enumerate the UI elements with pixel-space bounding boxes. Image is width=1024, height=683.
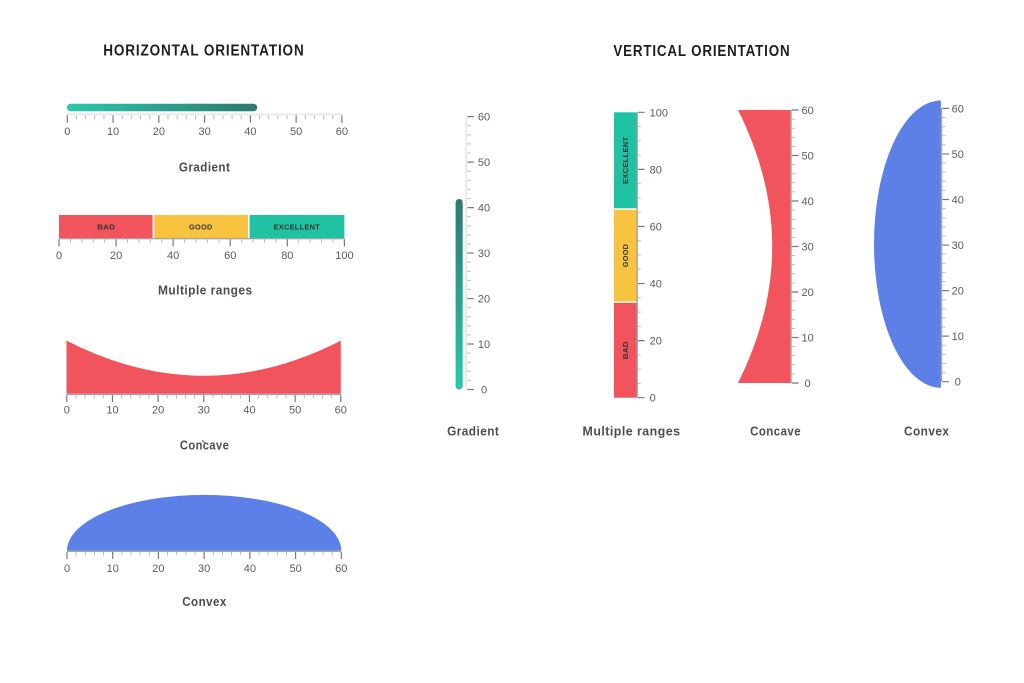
svg-text:60: 60 — [952, 103, 964, 115]
svg-text:80: 80 — [650, 164, 662, 176]
svg-text:60: 60 — [650, 221, 662, 233]
svg-text:20: 20 — [152, 404, 164, 416]
svg-text:40: 40 — [243, 404, 255, 416]
svg-text:30: 30 — [801, 241, 813, 253]
svg-text:Convex: Convex — [182, 594, 227, 609]
svg-text:0: 0 — [64, 404, 70, 416]
svg-text:60: 60 — [478, 112, 490, 124]
svg-text:0: 0 — [64, 126, 70, 138]
svg-text:Multiple ranges: Multiple ranges — [583, 423, 681, 438]
svg-text:GOOD: GOOD — [189, 222, 213, 231]
svg-text:Multiple ranges: Multiple ranges — [158, 282, 253, 297]
svg-text:10: 10 — [107, 126, 119, 138]
svg-text:20: 20 — [153, 126, 165, 138]
svg-text:BAD: BAD — [621, 341, 630, 359]
svg-text:50: 50 — [289, 404, 301, 416]
svg-text:40: 40 — [167, 250, 179, 262]
svg-text:60: 60 — [224, 250, 236, 262]
svg-text:20: 20 — [801, 287, 813, 299]
svg-text:60: 60 — [335, 404, 347, 416]
svg-text:0: 0 — [56, 250, 62, 262]
svg-text:100: 100 — [335, 250, 353, 262]
svg-text:30: 30 — [952, 240, 964, 252]
svg-text:50: 50 — [478, 157, 490, 169]
svg-text:Convex: Convex — [904, 423, 950, 438]
svg-text:50: 50 — [952, 149, 964, 161]
svg-text:20: 20 — [152, 563, 164, 575]
svg-text:50: 50 — [290, 126, 302, 138]
svg-text:BAD: BAD — [97, 222, 115, 231]
svg-text:20: 20 — [110, 250, 122, 262]
svg-text:50: 50 — [289, 563, 301, 575]
svg-text:30: 30 — [198, 404, 210, 416]
svg-text:40: 40 — [244, 126, 256, 138]
svg-text:20: 20 — [650, 336, 662, 348]
svg-text:10: 10 — [801, 332, 813, 344]
svg-text:40: 40 — [650, 279, 662, 291]
svg-text:Gradient: Gradient — [179, 160, 231, 175]
svg-text:Concave: Concave — [180, 437, 229, 452]
svg-text:GOOD: GOOD — [621, 243, 630, 267]
svg-text:0: 0 — [481, 385, 487, 397]
svg-text:40: 40 — [478, 203, 490, 215]
svg-text:HORIZONTAL ORIENTATION: HORIZONTAL ORIENTATION — [103, 42, 304, 59]
svg-text:30: 30 — [478, 248, 490, 260]
svg-text:10: 10 — [106, 404, 118, 416]
svg-text:40: 40 — [801, 196, 813, 208]
svg-text:10: 10 — [952, 331, 964, 343]
svg-text:0: 0 — [64, 563, 70, 575]
svg-text:40: 40 — [952, 194, 964, 206]
svg-text:100: 100 — [650, 107, 668, 119]
svg-text:30: 30 — [198, 563, 210, 575]
svg-text:60: 60 — [336, 126, 348, 138]
svg-text:60: 60 — [801, 105, 813, 117]
svg-text:Gradient: Gradient — [447, 423, 499, 438]
svg-text:20: 20 — [478, 294, 490, 306]
svg-text:50: 50 — [801, 150, 813, 162]
svg-text:0: 0 — [955, 377, 961, 389]
svg-text:10: 10 — [478, 339, 490, 351]
svg-text:EXCELLENT: EXCELLENT — [621, 136, 630, 184]
svg-text:80: 80 — [281, 250, 293, 262]
svg-text:60: 60 — [335, 563, 347, 575]
svg-text:EXCELLENT: EXCELLENT — [274, 222, 321, 231]
svg-text:0: 0 — [650, 393, 656, 405]
svg-text:Concave: Concave — [750, 423, 801, 438]
svg-text:40: 40 — [244, 563, 256, 575]
svg-text:VERTICAL ORIENTATION: VERTICAL ORIENTATION — [613, 43, 790, 60]
svg-text:0: 0 — [805, 378, 811, 390]
svg-text:30: 30 — [198, 126, 210, 138]
svg-text:10: 10 — [107, 563, 119, 575]
svg-text:20: 20 — [952, 286, 964, 298]
